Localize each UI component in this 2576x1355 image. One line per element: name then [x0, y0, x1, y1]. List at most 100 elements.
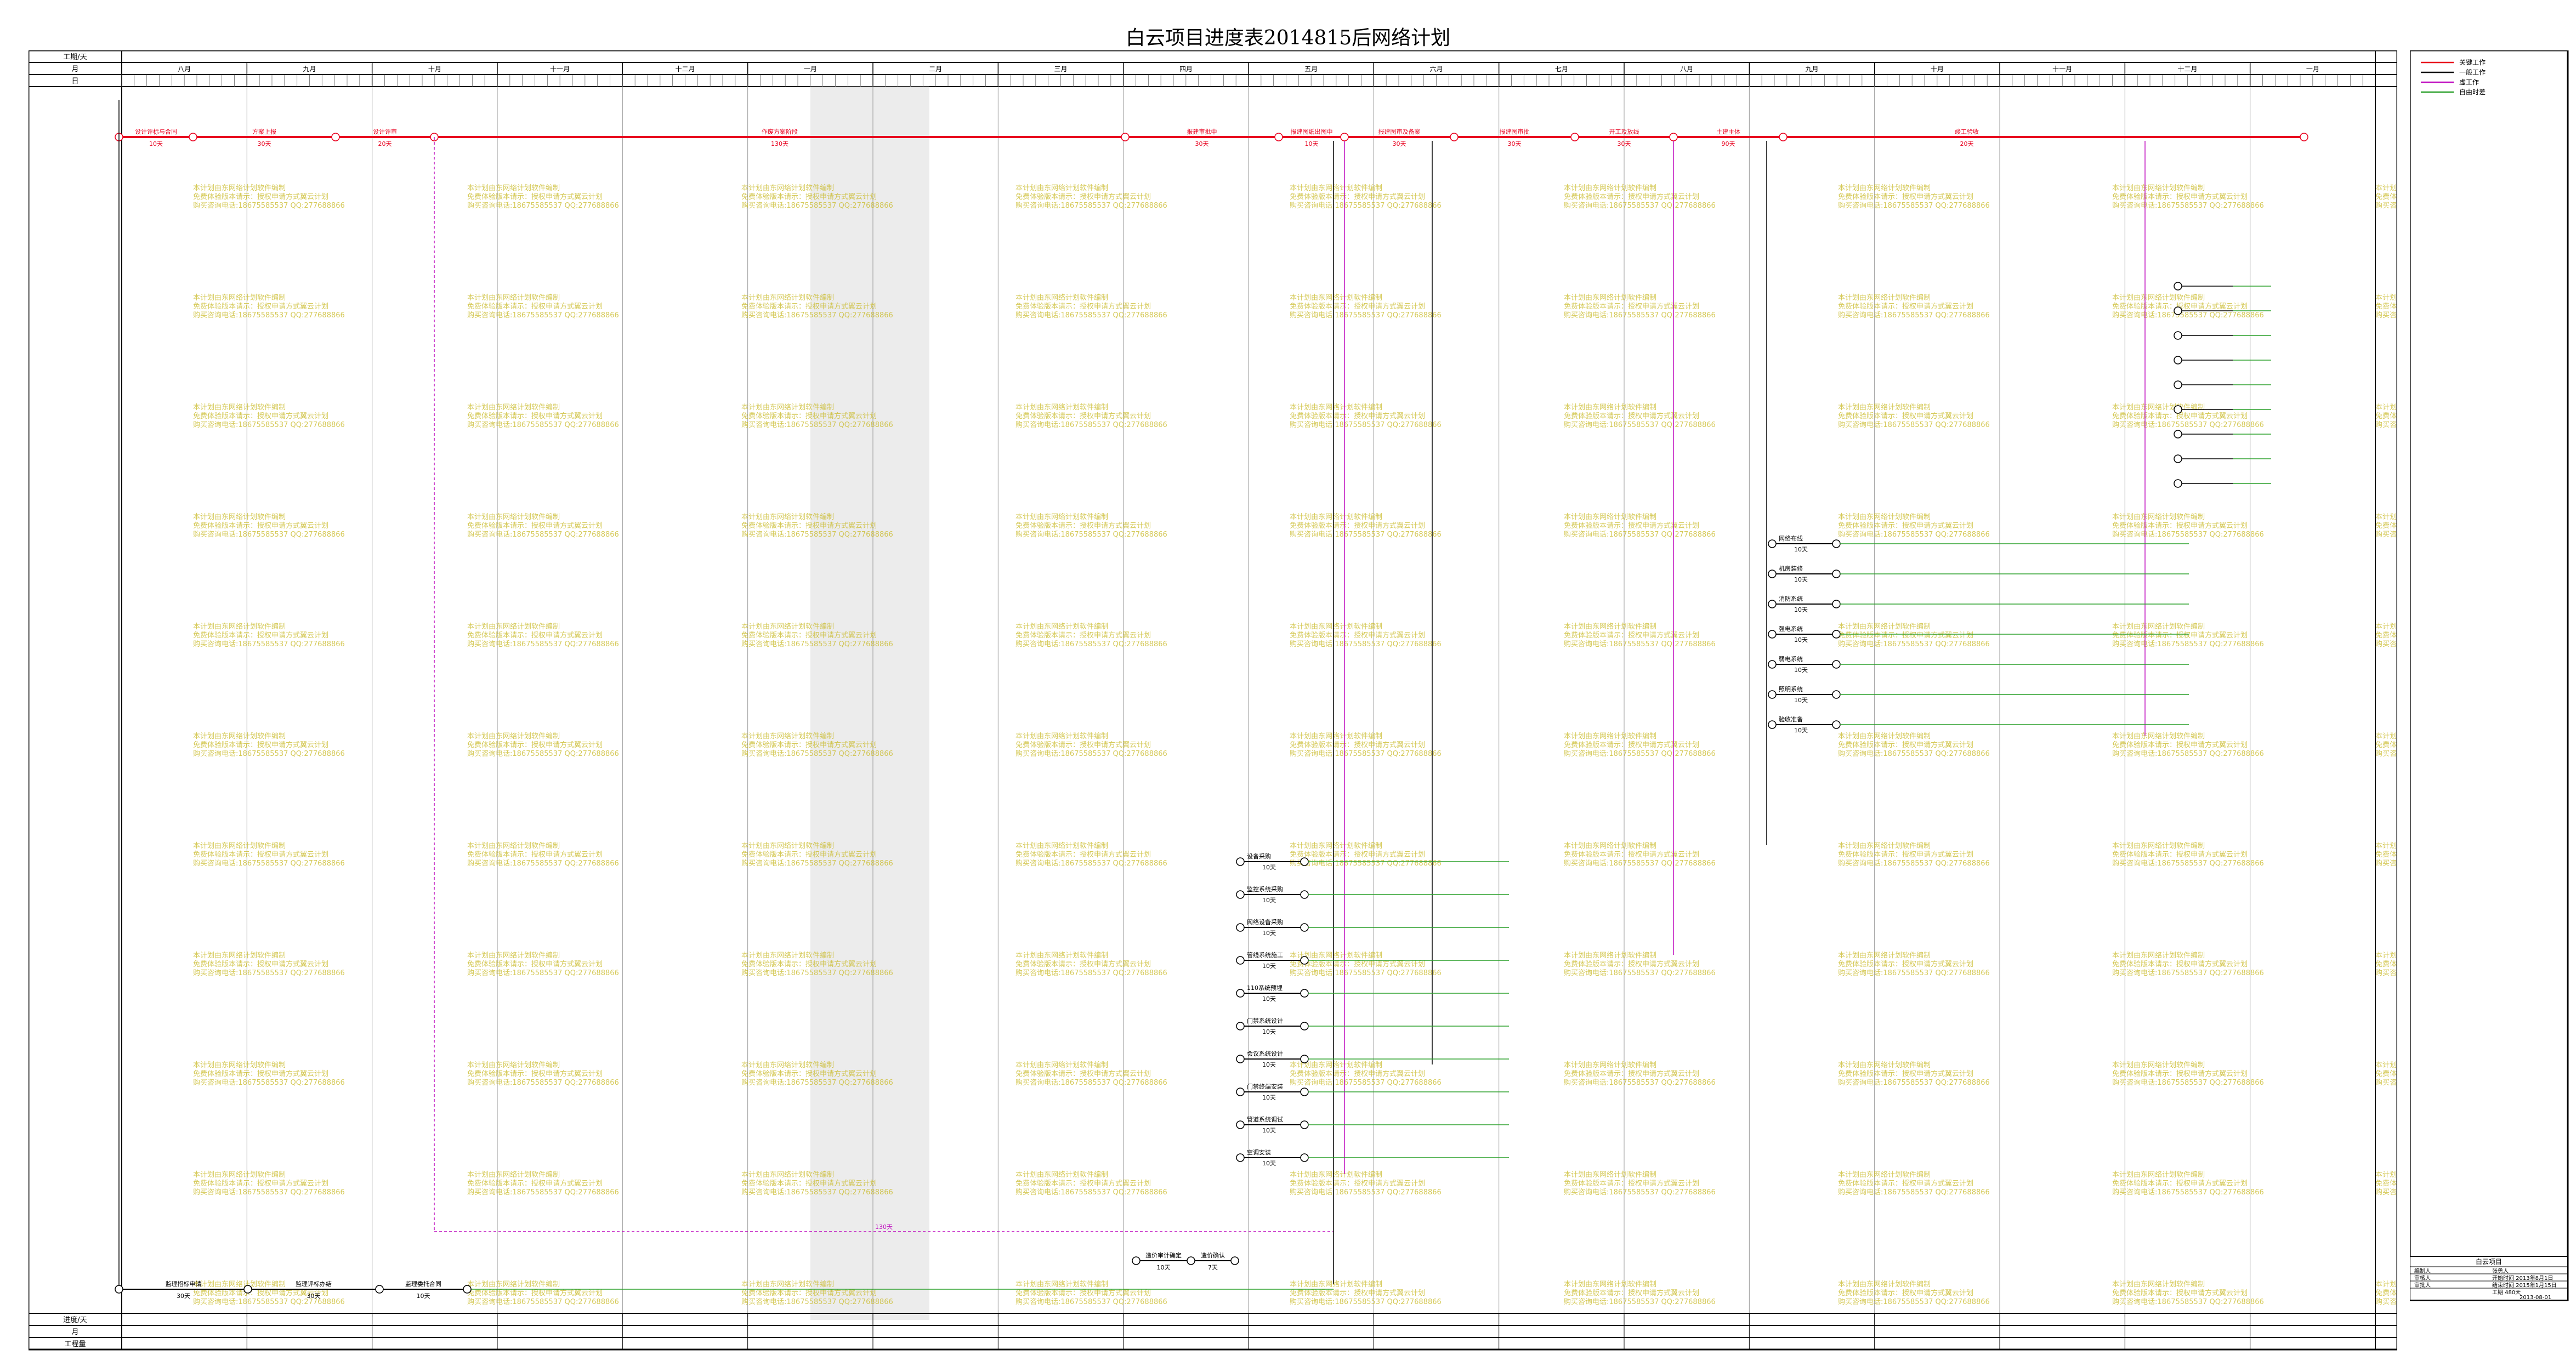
event-node: [243, 1285, 252, 1294]
watermark-text: 本计划由东网络计划软件编制免费体验版本请示：授权申请方式翼云计划购买咨询电话:1…: [2112, 1170, 2264, 1197]
svg-text:免费体验版本请示：授权申请方式翼云计划: 免费体验版本请示：授权申请方式翼云计划: [1838, 741, 1973, 749]
critical-activity-duration: 130天: [771, 140, 788, 147]
svg-text:免费体验版本请示：授权申请方式翼云计划: 免费体验版本请示：授权申请方式翼云计划: [193, 850, 328, 859]
watermark-text: 本计划由东网络计划软件编制免费体验版本请示：授权申请方式翼云计划购买咨询电话:1…: [1290, 1280, 1442, 1306]
watermark-text: 本计划由东网络计划软件编制免费体验版本请示：授权申请方式翼云计划购买咨询电话:1…: [741, 1280, 893, 1306]
watermark-text: 本计划由东网络计划软件编制免费体验版本请示：授权申请方式翼云计划购买咨询电话:1…: [741, 1170, 893, 1197]
svg-text:购买咨询电话:18675585537 QQ:27768886: 购买咨询电话:18675585537 QQ:277688866: [1564, 420, 1716, 429]
svg-text:本计划由东网络计划软件编制: 本计划由东网络计划软件编制: [193, 951, 286, 960]
svg-text:免费体验版本请示：授权申请方式翼云计划: 免费体验版本请示：授权申请方式翼云计划: [1015, 521, 1151, 530]
activity-label: 造价审计确定: [1145, 1251, 1182, 1259]
svg-text:免费体验版本请示：授权申请方式翼云计划: 免费体验版本请示：授权申请方式翼云计划: [1290, 1289, 1425, 1297]
watermark-text: 本计划由东网络计划软件编制免费体验版本请示：授权申请方式翼云计划购买咨询电话:1…: [1564, 951, 1716, 977]
watermark-text: 本计划由东网络计划软件编制免费体验版本请示：授权申请方式翼云计划购买咨询电话:1…: [2112, 1280, 2264, 1306]
svg-text:购买咨询电话:18675585537 QQ:27768886: 购买咨询电话:18675585537 QQ:277688866: [1838, 1078, 1990, 1087]
float-note: 130天: [875, 1223, 893, 1231]
svg-text:本计划由东网络计划软件编制: 本计划由东网络计划软件编制: [1290, 951, 1382, 960]
svg-text:本计划由东网络计划软件编制: 本计划由东网络计划软件编制: [1564, 403, 1656, 412]
activity-duration: 10天: [1794, 667, 1808, 674]
legend-label: 虚工作: [2459, 78, 2479, 86]
svg-text:购买咨询电话:18675585537 QQ:27768886: 购买咨询电话:18675585537 QQ:277688866: [741, 640, 893, 648]
svg-text:免费体验版本请示：授权申请方式翼云计划: 免费体验版本请示：授权申请方式翼云计划: [1564, 1069, 1699, 1078]
activity-label: 空调安装: [1247, 1148, 1271, 1156]
svg-text:购买咨询电话:18675585537 QQ:27768886: 购买咨询电话:18675585537 QQ:277688866: [2375, 1297, 2397, 1306]
titleblock-date: 2013-08-01: [2520, 1295, 2551, 1301]
activity-label: 验收准备: [1779, 715, 1803, 723]
watermark-text: 本计划由东网络计划软件编制免费体验版本请示：授权申请方式翼云计划购买咨询电话:1…: [1290, 841, 1442, 868]
event-node: [2300, 133, 2308, 141]
svg-text:购买咨询电话:18675585537 QQ:27768886: 购买咨询电话:18675585537 QQ:277688866: [741, 749, 893, 758]
event-node: [1768, 630, 1777, 639]
event-node: [1300, 989, 1309, 998]
critical-activity-label: 报建审批中: [1187, 128, 1217, 135]
event-node: [1768, 600, 1777, 608]
critical-activity-duration: 30天: [1618, 140, 1631, 147]
svg-text:购买咨询电话:18675585537 QQ:27768886: 购买咨询电话:18675585537 QQ:277688866: [1838, 1188, 1990, 1197]
watermark-text: 本计划由东网络计划软件编制免费体验版本请示：授权申请方式翼云计划购买咨询电话:1…: [2375, 841, 2397, 868]
event-node: [2174, 454, 2182, 463]
event-node: [1832, 570, 1841, 578]
watermark-text: 本计划由东网络计划软件编制免费体验版本请示：授权申请方式翼云计划购买咨询电话:1…: [1838, 513, 1990, 539]
watermark-text: 本计划由东网络计划软件编制免费体验版本请示：授权申请方式翼云计划购买咨询电话:1…: [1015, 293, 1167, 320]
svg-text:免费体验版本请示：授权申请方式翼云计划: 免费体验版本请示：授权申请方式翼云计划: [1290, 631, 1425, 640]
watermark-text: 本计划由东网络计划软件编制免费体验版本请示：授权申请方式翼云计划购买咨询电话:1…: [741, 841, 893, 868]
svg-text:免费体验版本请示：授权申请方式翼云计划: 免费体验版本请示：授权申请方式翼云计划: [1015, 1069, 1151, 1078]
svg-text:购买咨询电话:18675585537 QQ:27768886: 购买咨询电话:18675585537 QQ:277688866: [193, 969, 345, 977]
svg-text:免费体验版本请示：授权申请方式翼云计划: 免费体验版本请示：授权申请方式翼云计划: [1015, 741, 1151, 749]
svg-text:本计划由东网络计划软件编制: 本计划由东网络计划软件编制: [1015, 293, 1108, 302]
footer-row-label: 工程量: [64, 1340, 86, 1348]
svg-text:购买咨询电话:18675585537 QQ:27768886: 购买咨询电话:18675585537 QQ:277688866: [1290, 420, 1442, 429]
svg-text:本计划由东网络计划软件编制: 本计划由东网络计划软件编制: [1290, 403, 1382, 412]
watermark-text: 本计划由东网络计划软件编制免费体验版本请示：授权申请方式翼云计划购买咨询电话:1…: [467, 293, 619, 320]
event-node: [1768, 660, 1777, 669]
watermark-text: 本计划由东网络计划软件编制免费体验版本请示：授权申请方式翼云计划购买咨询电话:1…: [1015, 622, 1167, 648]
activity-label: 网络布线: [1779, 534, 1803, 542]
svg-text:购买咨询电话:18675585537 QQ:27768886: 购买咨询电话:18675585537 QQ:277688866: [2375, 640, 2397, 648]
svg-text:本计划由东网络计划软件编制: 本计划由东网络计划软件编制: [193, 841, 286, 850]
svg-text:购买咨询电话:18675585537 QQ:27768886: 购买咨询电话:18675585537 QQ:277688866: [1290, 969, 1442, 977]
svg-text:本计划由东网络计划软件编制: 本计划由东网络计划软件编制: [467, 403, 560, 412]
activity-duration: 10天: [1262, 930, 1276, 937]
svg-text:购买咨询电话:18675585537 QQ:27768886: 购买咨询电话:18675585537 QQ:277688866: [1564, 530, 1716, 539]
svg-text:购买咨询电话:18675585537 QQ:27768886: 购买咨询电话:18675585537 QQ:277688866: [467, 969, 619, 977]
event-node: [2174, 331, 2182, 340]
event-node: [1236, 890, 1245, 899]
watermark-text: 本计划由东网络计划软件编制免费体验版本请示：授权申请方式翼云计划购买咨询电话:1…: [467, 184, 619, 210]
watermark-text: 本计划由东网络计划软件编制免费体验版本请示：授权申请方式翼云计划购买咨询电话:1…: [1015, 732, 1167, 758]
event-node: [1236, 857, 1245, 866]
event-node: [2174, 356, 2182, 365]
activity-label: 门禁终端安装: [1247, 1083, 1283, 1090]
svg-text:购买咨询电话:18675585537 QQ:27768886: 购买咨询电话:18675585537 QQ:277688866: [2375, 1078, 2397, 1087]
svg-text:购买咨询电话:18675585537 QQ:27768886: 购买咨询电话:18675585537 QQ:277688866: [467, 640, 619, 648]
svg-text:本计划由东网络计划软件编制: 本计划由东网络计划软件编制: [1838, 951, 1931, 960]
svg-text:本计划由东网络计划软件编制: 本计划由东网络计划软件编制: [1564, 732, 1656, 741]
svg-text:免费体验版本请示：授权申请方式翼云计划: 免费体验版本请示：授权申请方式翼云计划: [2112, 960, 2248, 969]
svg-text:购买咨询电话:18675585537 QQ:27768886: 购买咨询电话:18675585537 QQ:277688866: [1015, 201, 1167, 210]
svg-text:本计划由东网络计划软件编制: 本计划由东网络计划软件编制: [1290, 184, 1382, 192]
svg-text:免费体验版本请示：授权申请方式翼云计划: 免费体验版本请示：授权申请方式翼云计划: [193, 960, 328, 969]
watermark-text: 本计划由东网络计划软件编制免费体验版本请示：授权申请方式翼云计划购买咨询电话:1…: [2112, 513, 2264, 539]
svg-text:免费体验版本请示：授权申请方式翼云计划: 免费体验版本请示：授权申请方式翼云计划: [1564, 631, 1699, 640]
activity-label: 弱电系统: [1779, 656, 1803, 663]
watermark-text: 本计划由东网络计划软件编制免费体验版本请示：授权申请方式翼云计划购买咨询电话:1…: [467, 1170, 619, 1197]
activity-label: 照明系统: [1779, 686, 1803, 693]
activity-duration: 10天: [1262, 963, 1276, 970]
network-diagram: 设计评标与合同 10天 方案上报 30天 设计评审 20天 作废方案阶段 130天 报建审批中 3…: [115, 100, 2308, 1300]
watermark-layer: 本计划由东网络计划软件编制免费体验版本请示：授权申请方式翼云计划购买咨询电话:1…: [193, 184, 2397, 1306]
svg-text:本计划由东网络计划软件编制: 本计划由东网络计划软件编制: [467, 1061, 560, 1069]
svg-text:购买咨询电话:18675585537 QQ:27768886: 购买咨询电话:18675585537 QQ:277688866: [1015, 859, 1167, 868]
svg-text:本计划由东网络计划软件编制: 本计划由东网络计划软件编制: [1564, 622, 1656, 631]
watermark-text: 本计划由东网络计划软件编制免费体验版本请示：授权申请方式翼云计划购买咨询电话:1…: [2112, 293, 2264, 320]
svg-text:购买咨询电话:18675585537 QQ:27768886: 购买咨询电话:18675585537 QQ:277688866: [193, 859, 345, 868]
svg-text:本计划由东网络计划软件编制: 本计划由东网络计划软件编制: [741, 184, 834, 192]
svg-text:购买咨询电话:18675585537 QQ:27768886: 购买咨询电话:18675585537 QQ:277688866: [1564, 1078, 1716, 1087]
svg-text:免费体验版本请示：授权申请方式翼云计划: 免费体验版本请示：授权申请方式翼云计划: [741, 412, 877, 420]
svg-text:本计划由东网络计划软件编制: 本计划由东网络计划软件编制: [193, 1061, 286, 1069]
activity-duration: 30天: [177, 1293, 190, 1300]
event-node: [1121, 133, 1130, 141]
svg-text:本计划由东网络计划软件编制: 本计划由东网络计划软件编制: [193, 622, 286, 631]
svg-text:购买咨询电话:18675585537 QQ:27768886: 购买咨询电话:18675585537 QQ:277688866: [1564, 859, 1716, 868]
activity-label: 消防系统: [1779, 595, 1803, 602]
event-node: [1236, 989, 1245, 998]
